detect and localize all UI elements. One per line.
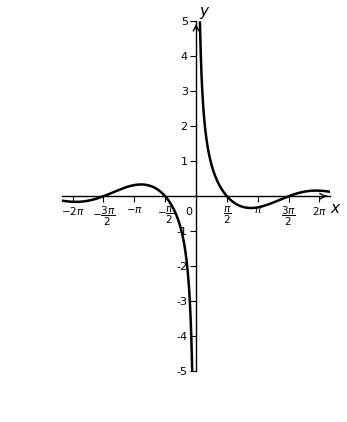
Text: y: y	[199, 4, 208, 19]
Text: x: x	[331, 201, 340, 216]
Text: 0: 0	[185, 207, 192, 217]
